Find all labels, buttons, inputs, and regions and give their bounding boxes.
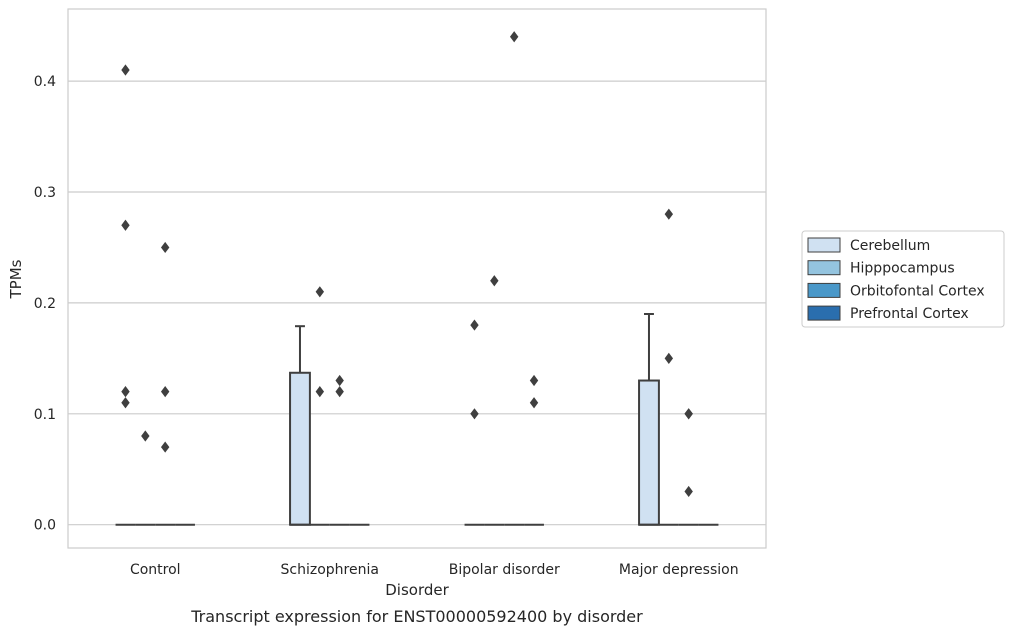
plot-area [67, 8, 767, 549]
outlier-point [335, 386, 344, 398]
legend: Cerebellum Hipppocampus Orbitofontal Corte… [801, 230, 1005, 328]
outlier-point [664, 352, 674, 364]
legend-label: Prefrontal Cortex [850, 306, 969, 322]
outlier-point [470, 319, 479, 331]
y-tick-label: 0.3 [34, 185, 56, 201]
y-tick-label: 0.0 [34, 518, 56, 534]
y-tick-label: 0.2 [34, 296, 56, 312]
outlier-points [121, 31, 693, 498]
legend-frame [801, 230, 1005, 328]
outlier-point [529, 397, 539, 409]
x-axis-ticks: Control Schizophrenia Bipolar disorder Majo… [130, 562, 739, 578]
x-tick-label: Bipolar disorder [449, 562, 560, 578]
box-body [638, 379, 660, 526]
x-tick-label: Schizophrenia [281, 562, 379, 578]
legend-label: Hipppocampus [850, 261, 955, 277]
outlier-point [121, 386, 130, 398]
outlier-point [315, 286, 325, 298]
outlier-point [335, 374, 344, 387]
x-tick-label: Major depression [619, 562, 739, 578]
outlier-point [509, 31, 519, 43]
outlier-point [470, 408, 479, 420]
outlier-point [160, 441, 170, 453]
box-cerebellum [289, 325, 311, 526]
y-axis-ticks: 0.0 0.1 0.2 0.3 0.4 [34, 74, 56, 534]
legend-label: Orbitofontal Cortex [850, 283, 985, 299]
box-cerebellum [638, 312, 660, 526]
legend-label: Cerebellum [850, 238, 930, 254]
y-axis-title: TPMs [7, 259, 25, 299]
y-tick-label: 0.4 [34, 74, 56, 90]
y-tick-label: 0.1 [34, 407, 56, 423]
outlier-point [121, 397, 130, 409]
outlier-point [160, 386, 170, 398]
outlier-point [121, 219, 130, 231]
outlier-point [315, 386, 325, 398]
outlier-point [684, 485, 693, 498]
outlier-point [529, 374, 539, 387]
outlier-point [121, 64, 130, 76]
x-axis-title: Disorder [385, 581, 449, 599]
legend-swatch [807, 305, 841, 321]
legend-swatch [807, 282, 841, 298]
outlier-point [684, 408, 693, 420]
outlier-point [490, 275, 499, 287]
outlier-point [664, 208, 674, 220]
boxes [115, 312, 719, 526]
box-body [289, 371, 311, 526]
figure-caption: Transcript expression for ENST0000059240… [190, 607, 643, 626]
legend-swatch [807, 260, 841, 276]
outlier-point [141, 430, 150, 442]
outlier-point [160, 241, 170, 254]
x-tick-label: Control [130, 562, 181, 578]
legend-swatch [807, 237, 841, 253]
